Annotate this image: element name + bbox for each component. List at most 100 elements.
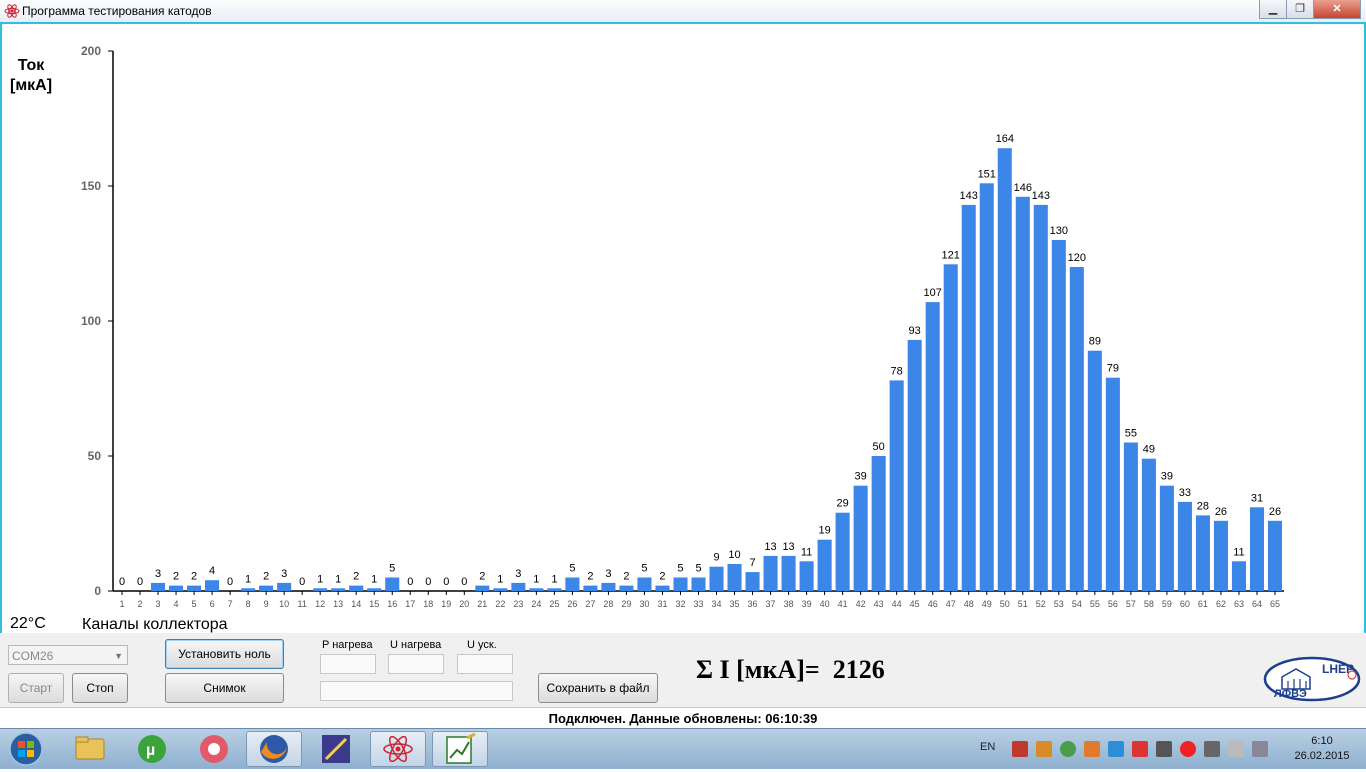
chart-panel: 0 50 100 150 200 0 1 0 2 3 3 2 4 2 5 4 6 0 7 1 8 2 9 3 10 0 11 1 12 1…	[0, 22, 1366, 635]
taskbar-explorer[interactable]	[62, 731, 118, 767]
language-indicator[interactable]: EN	[980, 741, 996, 753]
x-tick-label: 58	[1144, 599, 1154, 609]
u-heat-field[interactable]	[388, 654, 444, 674]
x-tick-label: 8	[246, 599, 251, 609]
bar	[745, 572, 760, 591]
file-path-field[interactable]	[320, 681, 513, 701]
data-label: 121	[942, 249, 960, 261]
tray-flag-icon[interactable]	[1228, 741, 1244, 757]
stop-button[interactable]: Стоп	[72, 673, 128, 703]
taskbar-firefox[interactable]	[246, 731, 302, 767]
bar	[925, 302, 940, 591]
data-label: 3	[515, 568, 521, 580]
port-select[interactable]: COM26 ▼	[8, 645, 128, 665]
taskbar-utorrent[interactable]: µ	[124, 731, 180, 767]
bar	[799, 561, 814, 591]
bar	[169, 585, 184, 591]
data-label: 2	[263, 571, 269, 583]
tray-volume-icon[interactable]	[1252, 741, 1268, 757]
bar	[655, 585, 670, 591]
data-label: 4	[209, 565, 215, 577]
x-tick-label: 45	[910, 599, 920, 609]
bar	[619, 585, 634, 591]
save-to-file-button[interactable]: Сохранить в файл	[538, 673, 658, 703]
bar	[907, 339, 922, 591]
tray-java-icon[interactable]	[1084, 741, 1100, 757]
bar	[1249, 507, 1265, 591]
data-label: 5	[677, 563, 683, 575]
taskbar-cathode-app[interactable]	[370, 731, 426, 767]
x-tick-label: 65	[1270, 599, 1280, 609]
data-label: 50	[873, 441, 885, 453]
bar	[1141, 458, 1156, 591]
bar	[673, 577, 688, 591]
x-tick-label: 20	[459, 599, 469, 609]
utorrent-icon: µ	[138, 735, 166, 763]
bar	[151, 582, 166, 591]
p-heat-field[interactable]	[320, 654, 376, 674]
data-label: 143	[1032, 190, 1050, 202]
bar	[331, 588, 346, 591]
data-label: 1	[335, 573, 341, 585]
bar	[1231, 561, 1246, 591]
x-tick-label: 14	[351, 599, 361, 609]
y-axis-label-line1: Ток	[17, 57, 45, 74]
data-label: 5	[389, 563, 395, 575]
x-tick-label: 2	[138, 599, 143, 609]
clock-date: 26.02.2015	[1294, 750, 1350, 762]
minimize-button[interactable]: ▁	[1259, 0, 1287, 19]
bar	[601, 582, 616, 591]
u-heat-label: U нагрева	[390, 639, 442, 651]
data-label: 0	[137, 576, 143, 588]
x-tick-label: 53	[1054, 599, 1064, 609]
tray-beats-icon[interactable]	[1180, 741, 1196, 757]
data-label: 2	[479, 571, 485, 583]
data-label: 2	[353, 571, 359, 583]
tray-network-error-icon[interactable]	[1132, 741, 1148, 757]
x-tick-label: 55	[1090, 599, 1100, 609]
data-label: 1	[317, 573, 323, 585]
taskbar-editor[interactable]	[308, 731, 364, 767]
logo-bottom-text: ЛФВЭ	[1274, 688, 1307, 700]
set-zero-button[interactable]: Установить ноль	[165, 639, 284, 669]
x-tick-label: 11	[297, 599, 306, 609]
y-axis-label-line2: [мкА]	[10, 77, 53, 94]
bar	[979, 183, 994, 592]
u-acc-label: U уск.	[467, 639, 497, 651]
close-button[interactable]: ✕	[1313, 0, 1361, 19]
taskbar-chart-app[interactable]	[432, 731, 488, 767]
bar	[1051, 240, 1066, 591]
data-label: 1	[533, 573, 539, 585]
title-bar: Программа тестирования катодов ▁ ❐ ✕	[0, 0, 1366, 23]
x-tick-label: 36	[748, 599, 758, 609]
data-label: 79	[1107, 363, 1119, 375]
data-label: 10	[728, 549, 740, 561]
bar	[1159, 485, 1174, 591]
tray-teamviewer-icon[interactable]	[1108, 741, 1124, 757]
chart-app-icon	[446, 732, 476, 764]
tray-signal-icon[interactable]	[1156, 741, 1172, 757]
clock[interactable]: 6:10 26.02.2015	[1290, 734, 1354, 764]
u-acc-field[interactable]	[457, 654, 513, 674]
taskbar-itunes[interactable]	[186, 731, 242, 767]
tray-graduation-icon[interactable]	[1012, 741, 1028, 757]
snapshot-button[interactable]: Снимок	[165, 673, 284, 703]
data-label: 2	[659, 571, 665, 583]
tray-check-icon[interactable]	[1060, 741, 1076, 757]
data-label: 49	[1143, 444, 1155, 456]
x-tick-label: 31	[657, 599, 667, 609]
x-tick-label: 46	[928, 599, 938, 609]
data-label: 0	[227, 576, 233, 588]
start-button[interactable]: Старт	[8, 673, 64, 703]
bar	[1123, 442, 1138, 591]
bar	[1195, 515, 1210, 591]
windows-start-icon[interactable]	[6, 731, 46, 767]
data-label: 2	[173, 571, 179, 583]
x-tick-label: 51	[1018, 599, 1028, 609]
tray-folder-icon[interactable]	[1036, 741, 1052, 757]
maximize-button[interactable]: ❐	[1286, 0, 1314, 19]
data-label: 26	[1269, 506, 1281, 518]
tray-usb-icon[interactable]	[1204, 741, 1220, 757]
data-label: 0	[119, 576, 125, 588]
data-label: 19	[818, 525, 830, 537]
